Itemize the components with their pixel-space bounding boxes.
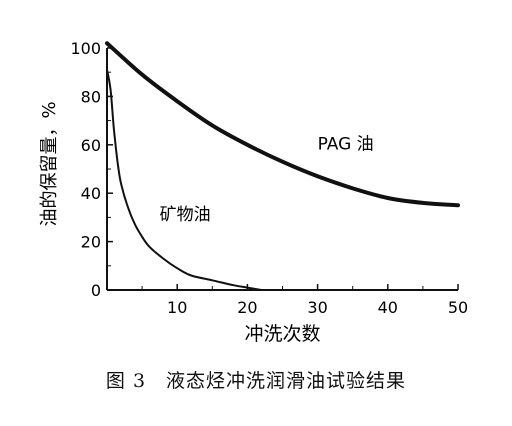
y-tick-label: 100 — [70, 39, 101, 58]
chart-curves — [105, 41, 460, 291]
y-axis-title: 油的保留量，% — [39, 101, 60, 226]
x-tick-label: 40 — [378, 298, 398, 317]
chart-axes: 10 20 30 40 50 0 20 40 60 80 100 — [70, 39, 468, 317]
x-tick-label: 10 — [167, 298, 187, 317]
y-tick-label: 80 — [81, 87, 101, 106]
x-tick-label: 50 — [448, 298, 468, 317]
y-tick-label: 60 — [81, 136, 101, 155]
pag-oil-line — [105, 41, 460, 208]
figure-caption: 图 3 液态烃冲洗润滑油试验结果 — [105, 370, 407, 392]
x-axis-title: 冲洗次数 — [244, 323, 320, 345]
y-tick-label: 40 — [81, 184, 101, 203]
mineral-oil-line — [106, 68, 263, 291]
y-tick-label: 20 — [81, 233, 101, 252]
y-tick-label: 0 — [91, 281, 101, 300]
x-tick-label: 30 — [307, 298, 327, 317]
x-tick-label: 20 — [237, 298, 257, 317]
mineral-oil-label: 矿物油 — [160, 205, 211, 225]
pag-oil-label: PAG 油 — [318, 135, 374, 155]
